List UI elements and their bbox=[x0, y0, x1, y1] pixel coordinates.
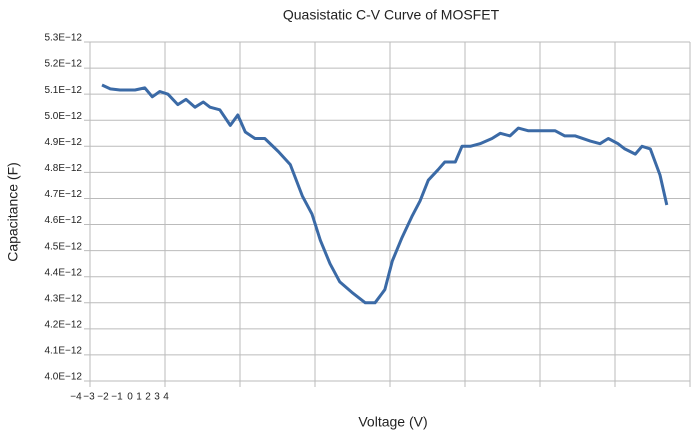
y-tick-label: 4.4E−12 bbox=[44, 267, 82, 278]
y-tick-label: 4.8E−12 bbox=[44, 163, 82, 174]
y-tick-label: 5.0E−12 bbox=[44, 111, 82, 122]
y-tick-label: 4.6E−12 bbox=[44, 215, 82, 226]
y-tick-label: 5.1E−12 bbox=[44, 85, 82, 96]
y-tick-label: 4.0E−12 bbox=[44, 372, 82, 383]
y-axis-label: Capacitance (F) bbox=[5, 162, 21, 262]
y-tick-label: 4.7E−12 bbox=[44, 189, 82, 200]
x-tick-label: −2 bbox=[97, 392, 109, 403]
x-tick-label: −1 bbox=[111, 392, 123, 403]
y-tick-label: 4.2E−12 bbox=[44, 319, 82, 330]
y-tick-label: 4.3E−12 bbox=[44, 293, 82, 304]
y-tick-label: 5.2E−12 bbox=[44, 59, 82, 70]
x-axis-label: Voltage (V) bbox=[358, 414, 427, 430]
y-tick-label: 5.3E−12 bbox=[44, 33, 82, 44]
x-tick-label: 2 bbox=[145, 392, 151, 403]
y-tick-label: 4.1E−12 bbox=[44, 346, 82, 357]
x-tick-label: −4 bbox=[70, 392, 82, 403]
y-tick-label: 4.5E−12 bbox=[44, 241, 82, 252]
x-tick-label: 1 bbox=[136, 392, 142, 403]
x-tick-label: 0 bbox=[127, 392, 133, 403]
x-tick-label: 3 bbox=[154, 392, 160, 403]
chart-title: Quasistatic C-V Curve of MOSFET bbox=[283, 7, 500, 23]
y-tick-label: 4.9E−12 bbox=[44, 137, 82, 148]
x-tick-label: 4 bbox=[163, 392, 169, 403]
data-line bbox=[101, 83, 669, 305]
x-tick-label: −3 bbox=[83, 392, 95, 403]
